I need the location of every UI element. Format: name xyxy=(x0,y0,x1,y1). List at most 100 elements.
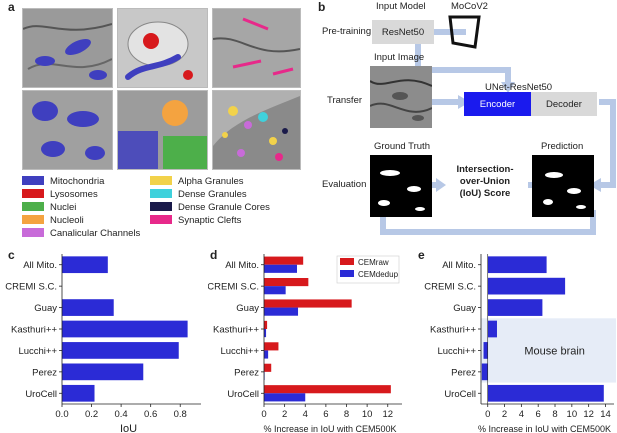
legend-item: Mitochondria xyxy=(22,176,104,187)
ground-truth-label: Ground Truth xyxy=(374,141,430,152)
panel-letter-a: a xyxy=(8,0,15,14)
bar-cemraw xyxy=(264,320,268,329)
x-tick-label: 6 xyxy=(323,409,328,420)
bar-cemdedup xyxy=(264,393,306,402)
legend-label: Dense Granule Cores xyxy=(178,202,270,213)
category-label: Kasthuri++ xyxy=(11,325,57,336)
mocov2-label: MoCoV2 xyxy=(451,1,488,12)
category-label: CREMI S.C. xyxy=(208,282,259,293)
bar-cemdedup xyxy=(264,307,299,316)
em-image-4 xyxy=(22,90,113,170)
x-axis-label: IoU xyxy=(120,423,137,433)
category-label: Perez xyxy=(32,367,57,378)
x-tick-label: 2 xyxy=(502,409,507,420)
x-tick-label: 10 xyxy=(567,409,578,420)
legend-label: Synaptic Clefts xyxy=(178,215,242,226)
bar-cemdedup xyxy=(264,329,267,338)
unet-resnet50-label: UNet-ResNet50 xyxy=(485,82,553,93)
prediction-label: Prediction xyxy=(541,141,584,152)
legend-label: Mitochondria xyxy=(50,176,105,187)
input-image xyxy=(370,66,432,128)
bar xyxy=(487,384,604,402)
category-label: Lucchi++ xyxy=(437,346,476,357)
mouse-brain-annotation: Mouse brain xyxy=(524,345,585,357)
category-label: All Mito. xyxy=(225,260,259,271)
iou-line: over-Union xyxy=(459,176,511,187)
bar xyxy=(62,320,188,338)
legend-swatch xyxy=(150,215,172,224)
bar xyxy=(62,384,95,402)
legend-label: Lysosomes xyxy=(50,189,98,200)
x-tick-label: 10 xyxy=(362,409,373,420)
ground-truth-mask xyxy=(370,155,432,217)
panel-letter-b: b xyxy=(318,0,326,14)
legend-label: CEMdedup xyxy=(358,270,399,279)
bar xyxy=(62,342,179,359)
category-label: All Mito. xyxy=(23,260,57,271)
category-label: All Mito. xyxy=(442,260,476,271)
legend-item: Dense Granules xyxy=(150,189,247,200)
legend-swatch xyxy=(22,189,44,198)
legend-item: Dense Granule Cores xyxy=(150,202,270,213)
bar-cemdedup xyxy=(264,264,297,273)
x-tick-label: 8 xyxy=(552,409,557,420)
chart-d-iou-increase: All Mito. CREMI S.C. Guay Kasthuri++ Lucchi+… xyxy=(208,254,402,433)
category-label: Perez xyxy=(234,367,259,378)
legend-label: Canalicular Channels xyxy=(50,228,141,239)
bar xyxy=(481,363,488,381)
bar xyxy=(487,320,497,338)
bar xyxy=(487,256,547,274)
mocov2-frame-icon xyxy=(448,15,481,49)
input-model-label: Input Model xyxy=(376,1,426,12)
x-tick-label: 0.6 xyxy=(144,409,157,420)
legend-swatch xyxy=(340,258,354,265)
legend-item: Nucleoli xyxy=(22,215,84,226)
bar xyxy=(62,299,114,316)
bar xyxy=(487,277,566,295)
bar-cemraw xyxy=(264,385,391,394)
x-tick-label: 12 xyxy=(382,409,393,420)
category-label: CREMI S.C. xyxy=(5,282,57,293)
x-tick-label: 4 xyxy=(303,409,308,420)
legend-label: CEMraw xyxy=(358,258,389,267)
legend-item: Canalicular Channels xyxy=(22,228,140,239)
prediction-mask xyxy=(532,155,594,217)
bar-cemraw xyxy=(264,363,272,372)
bar-cemdedup xyxy=(264,286,286,295)
panel-letter-e: e xyxy=(418,248,425,262)
category-label: Guay xyxy=(236,303,259,314)
em-image-2 xyxy=(117,8,208,88)
x-tick-label: 2 xyxy=(282,409,287,420)
legend-label: Nucleoli xyxy=(50,215,84,226)
x-tick-label: 6 xyxy=(536,409,541,420)
bar xyxy=(62,363,144,381)
legend-label: Dense Granules xyxy=(178,189,247,200)
category-label: Kasthuri++ xyxy=(213,325,259,336)
category-label: Guay xyxy=(34,303,57,314)
legend-item: Alpha Granules xyxy=(150,176,243,187)
bar-cemdedup xyxy=(264,350,269,359)
x-tick-label: 0.8 xyxy=(174,409,187,420)
transfer-label: Transfer xyxy=(327,95,363,106)
legend-swatch xyxy=(150,176,172,185)
mouse-brain-highlight xyxy=(481,318,616,383)
category-label: UroCell xyxy=(227,389,259,400)
x-tick-label: 8 xyxy=(344,409,349,420)
x-axis-label: % Increase in IoU with CEM500K xyxy=(263,424,396,433)
legend-swatch xyxy=(340,270,354,277)
bar xyxy=(483,342,488,359)
encoder-box: Encoder xyxy=(464,92,531,116)
chart-e-iou-increase: Mouse brain All Mito. CREMI S.C. Guay Kasthu… xyxy=(424,254,616,433)
input-image-label: Input Image xyxy=(374,52,425,63)
category-label: Lucchi++ xyxy=(220,346,259,357)
legend-item: Nuclei xyxy=(22,202,76,213)
bar-cemraw xyxy=(264,342,279,351)
legend-item: Synaptic Clefts xyxy=(150,215,241,226)
em-image-6 xyxy=(212,90,301,170)
bar-cemraw xyxy=(264,299,352,308)
x-tick-label: 12 xyxy=(583,409,594,420)
category-label: Guay xyxy=(453,303,476,314)
x-tick-label: 14 xyxy=(600,409,611,420)
iou-line: (IoU) Score xyxy=(459,188,511,199)
category-label: Kasthuri++ xyxy=(430,325,476,336)
